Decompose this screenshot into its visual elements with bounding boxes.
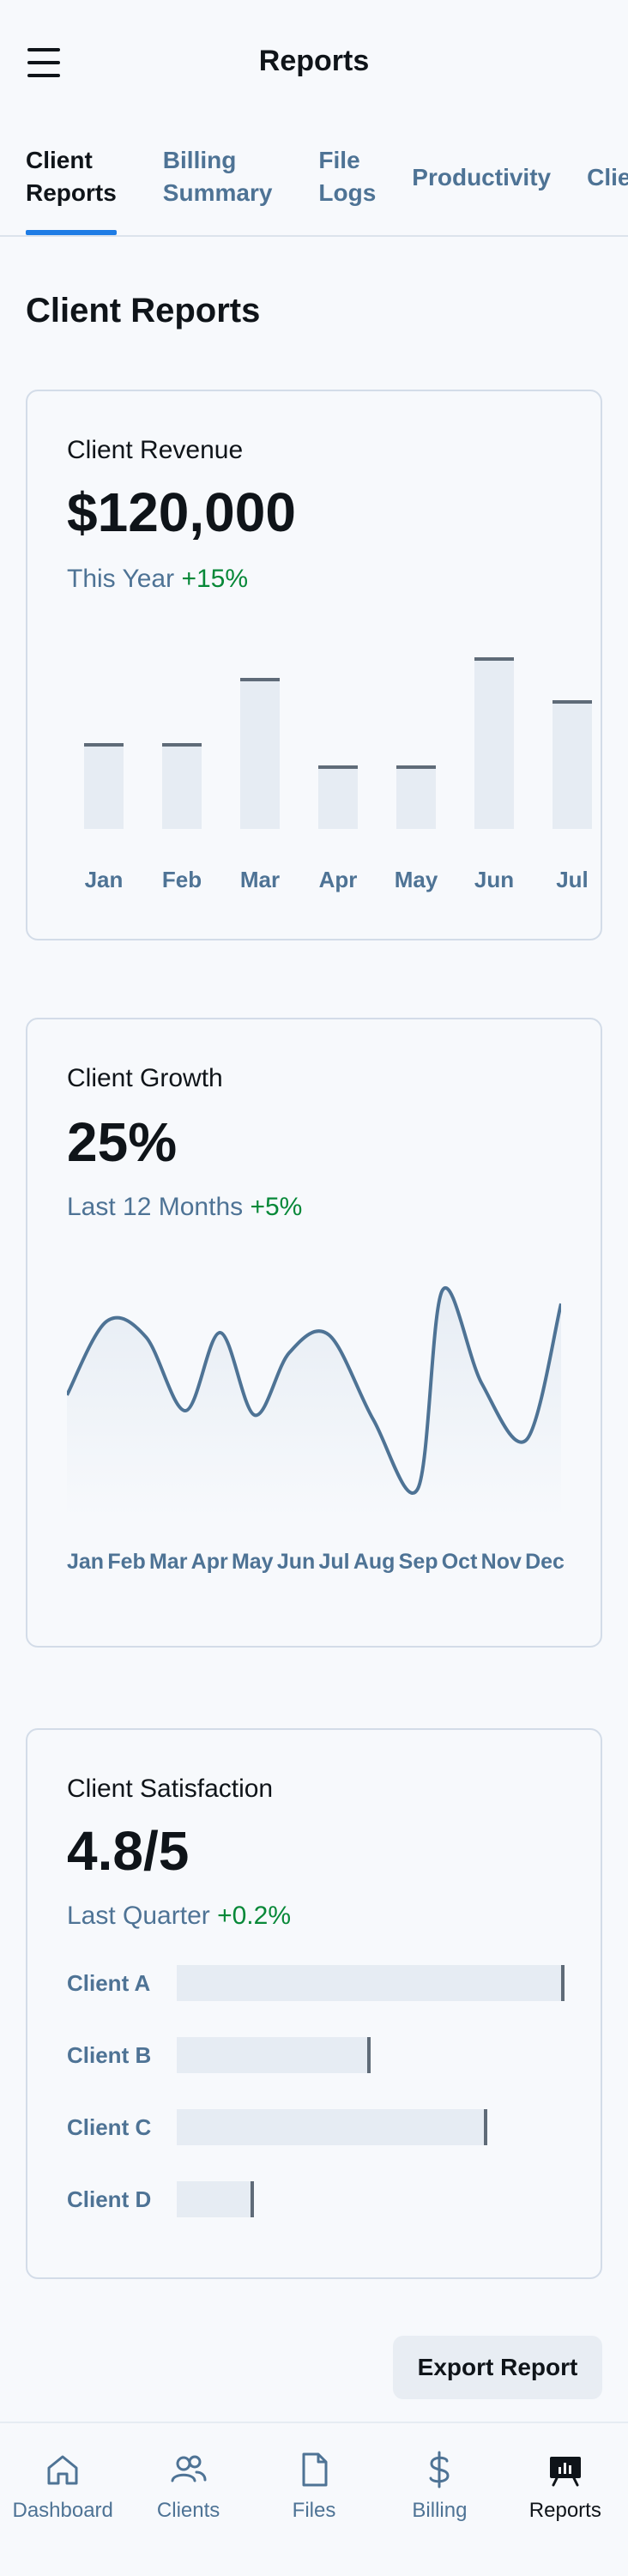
growth-x-label: Oct (441, 1550, 478, 1574)
satisfaction-bar (177, 2037, 371, 2073)
bottom-navigation: Dashboard Clients Files Billing (0, 2422, 628, 2576)
satisfaction-row: Client A (67, 1965, 565, 2001)
growth-line-chart (67, 1285, 561, 1517)
satisfaction-row: Client B (67, 2037, 565, 2073)
presentation-chart-icon (549, 2457, 581, 2487)
growth-x-label: Mar (148, 1550, 188, 1574)
satisfaction-bar (177, 1965, 565, 2001)
satisfaction-row-label: Client B (67, 2042, 152, 2068)
growth-x-label: Aug (353, 1550, 396, 1574)
growth-x-label: Nov (480, 1550, 522, 1574)
satisfaction-label: Client Satisfaction (67, 1775, 274, 1803)
revenue-bar-chart (84, 657, 599, 829)
growth-x-label: Jun (276, 1550, 316, 1574)
growth-x-label: Sep (398, 1550, 438, 1574)
tab-client-overflow[interactable]: Client (587, 164, 628, 190)
revenue-delta: +15% (181, 565, 249, 593)
section-title: Client Reports (26, 292, 261, 330)
file-icon (302, 2452, 328, 2487)
revenue-bar-jul (553, 700, 592, 829)
satisfaction-bar-track (177, 2037, 565, 2073)
nav-billing-label: Billing (412, 2499, 468, 2522)
revenue-label: Client Revenue (67, 436, 244, 464)
growth-period-label: Last 12 Months (67, 1193, 244, 1221)
nav-clients[interactable]: Clients (125, 2423, 251, 2576)
revenue-x-label: Mar (239, 867, 281, 892)
revenue-bar-feb (162, 743, 202, 829)
client-satisfaction-card: Client Satisfaction 4.8/5 Last Quarter +… (26, 1728, 602, 2279)
growth-x-label: Apr (190, 1550, 228, 1574)
revenue-period-label: This Year (67, 565, 175, 593)
revenue-x-label: Jul (556, 867, 589, 892)
growth-label: Client Growth (67, 1064, 223, 1092)
satisfaction-bar-track (177, 2181, 565, 2217)
revenue-x-label: Apr (318, 867, 358, 892)
nav-files-label: Files (292, 2499, 336, 2522)
client-revenue-card: Client Revenue $120,000 This Year +15% J… (26, 390, 602, 940)
satisfaction-row: Client D (67, 2181, 565, 2217)
revenue-x-label: May (394, 867, 438, 892)
satisfaction-bar-track (177, 1965, 565, 2001)
growth-x-label: Dec (525, 1550, 565, 1574)
revenue-x-label: Jun (474, 867, 515, 892)
growth-x-label: May (231, 1550, 274, 1574)
satisfaction-period-label: Last Quarter (67, 1902, 210, 1930)
export-report-button[interactable]: Export Report (393, 2336, 602, 2399)
growth-period: Last 12 Months +5% (67, 1193, 302, 1222)
tab-client-reports[interactable]: Client Reports (26, 125, 117, 235)
revenue-bar-may (396, 765, 436, 829)
growth-area-fill (67, 1287, 561, 1517)
nav-billing[interactable]: Billing (377, 2423, 502, 2576)
satisfaction-row-label: Client C (67, 2114, 152, 2140)
growth-x-label: Jan (67, 1550, 105, 1574)
client-growth-card: Client Growth 25% Last 12 Months +5% Jan… (26, 1018, 602, 1648)
revenue-bar-mar (240, 678, 280, 829)
users-icon (171, 2455, 207, 2482)
satisfaction-bar (177, 2109, 487, 2145)
revenue-bar-jun (474, 657, 514, 829)
nav-files[interactable]: Files (251, 2423, 377, 2576)
satisfaction-row-label: Client A (67, 1970, 151, 1996)
satisfaction-row-label: Client D (67, 2186, 152, 2212)
revenue-x-label: Feb (161, 867, 202, 892)
growth-delta: +5% (250, 1193, 303, 1221)
nav-clients-label: Clients (156, 2499, 220, 2522)
satisfaction-row: Client C (67, 2109, 565, 2145)
growth-x-labels: Jan Feb Mar Apr May Jun Jul Aug Sep Oct Nov Dec (67, 1550, 565, 1575)
nav-dashboard-label: Dashboard (12, 2499, 113, 2522)
satisfaction-bar-track (177, 2109, 565, 2145)
growth-value: 25% (67, 1111, 178, 1173)
report-tabs: Client Reports Billing Summary File Logs… (0, 125, 628, 237)
revenue-period: This Year +15% (67, 565, 248, 594)
nav-reports-label: Reports (528, 2499, 601, 2522)
menu-icon[interactable] (27, 48, 60, 77)
tab-billing-summary[interactable]: Billing Summary (162, 147, 273, 206)
revenue-x-label: Jan (84, 867, 124, 892)
tab-productivity[interactable]: Productivity (412, 164, 552, 190)
page-header-title: Reports (258, 45, 370, 77)
satisfaction-value: 4.8/5 (67, 1820, 190, 1882)
growth-line (67, 1285, 561, 1495)
top-app-bar: Reports (0, 0, 628, 125)
satisfaction-period: Last Quarter +0.2% (67, 1902, 291, 1931)
tab-file-logs[interactable]: File Logs (318, 147, 377, 206)
revenue-bar-jan (84, 743, 124, 829)
home-icon (47, 2455, 78, 2485)
growth-x-label: Feb (107, 1550, 146, 1574)
growth-x-label: Jul (318, 1550, 350, 1574)
nav-reports[interactable]: Reports (503, 2423, 628, 2576)
dollar-icon (429, 2451, 450, 2488)
revenue-bar-apr (318, 765, 358, 829)
nav-dashboard[interactable]: Dashboard (0, 2423, 125, 2576)
satisfaction-delta: +0.2% (217, 1902, 291, 1930)
satisfaction-bar (177, 2181, 255, 2217)
revenue-value: $120,000 (67, 481, 296, 543)
